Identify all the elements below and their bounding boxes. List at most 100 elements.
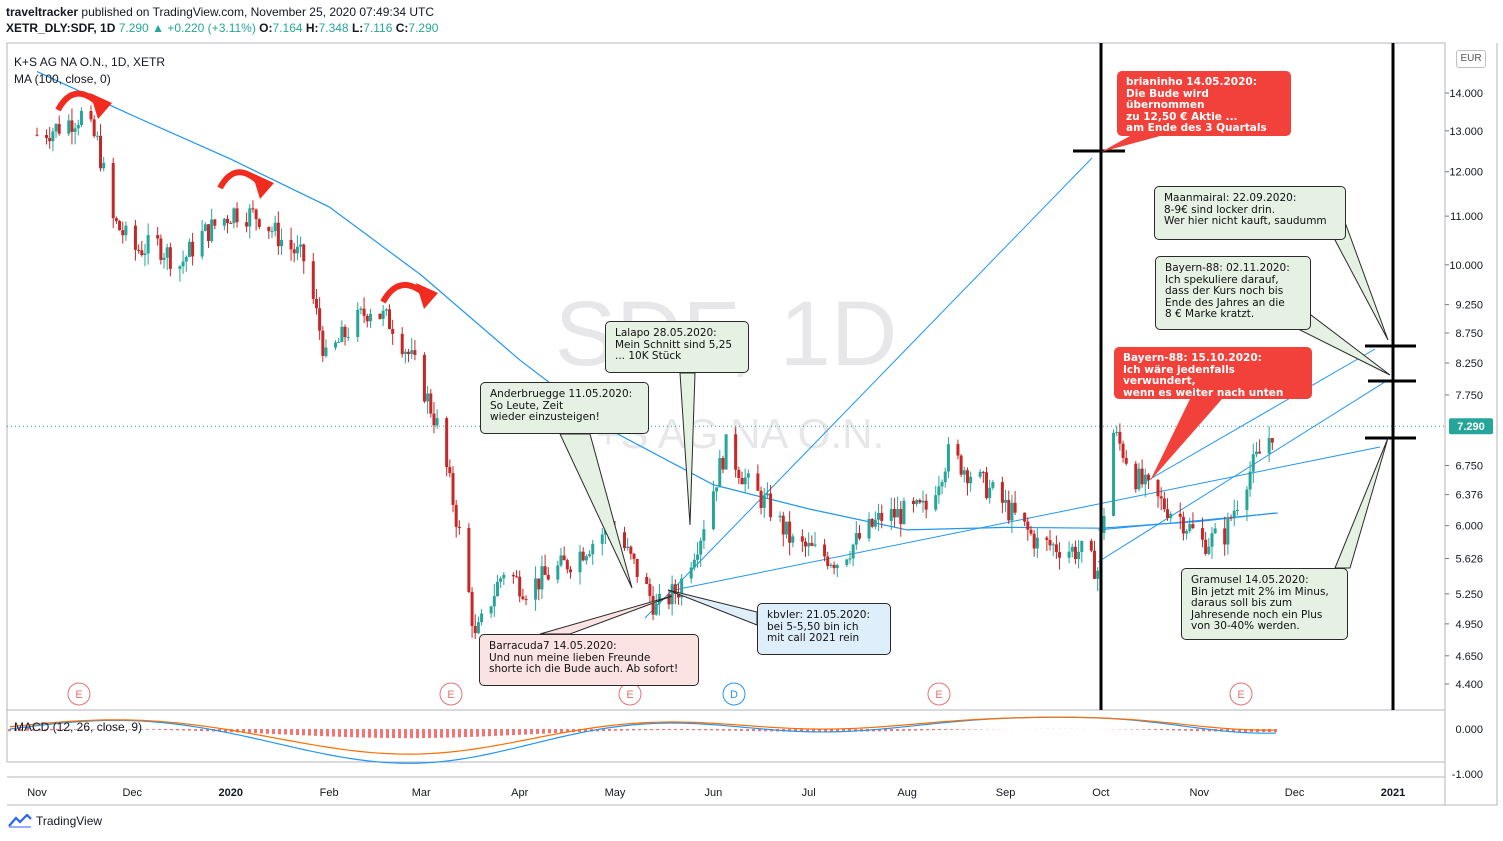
candle-body [457,526,461,529]
candle-body [146,235,150,254]
candle-body [1162,498,1166,510]
candle-body [657,594,661,604]
candle-body [600,534,604,544]
author-name[interactable]: traveltracker [6,5,79,19]
macd-histogram-bar [830,729,833,732]
macd-histogram-bar [374,729,377,738]
macd-histogram-bar [248,729,251,733]
macd-pane: 0.000 -1.000 [8,716,1483,781]
candles [35,105,1274,639]
event-label: E [75,689,82,701]
annotation-bayern88-oct[interactable]: Bayern-88: 15.10.2020: Ich wäre jedenfal… [1114,347,1312,410]
candle-body [1267,438,1271,454]
candle-body [1000,482,1004,503]
macd-histogram-bar [386,729,389,738]
callout-pointer [539,595,673,635]
annotation-gramusel[interactable]: Gramusel 14.05.2020: Bin jetzt mit 2% im… [1181,568,1348,640]
currency-badge[interactable]: EUR [1456,50,1486,68]
candle-body [95,135,99,137]
high-label: H: [305,21,319,35]
candle-body [337,341,341,343]
candle-body [1200,528,1204,540]
pane-border [6,42,1446,763]
macd-histogram-bar [698,729,701,731]
macd-histogram-bar [194,729,197,731]
candle-body [1210,533,1214,547]
macd-histogram-bar [464,729,467,738]
candle-body [1092,550,1096,579]
candle-body [1102,515,1106,533]
y-tick-label: 14.000 [1449,88,1483,100]
annotation-lalapo[interactable]: Lalapo 28.05.2020: Mein Schnitt sind 5,2… [605,321,749,373]
macd-histogram-bar [1148,729,1151,730]
candle-body [546,574,550,580]
candle-body [740,478,744,485]
candle-body [1235,510,1239,512]
candle-body [1191,524,1195,529]
candle-body [356,309,360,337]
macd-histogram-bar [746,729,749,731]
candle-body [692,559,696,568]
macd-title[interactable]: MACD (12, 26, close, 9) [14,720,143,734]
candle-body [724,434,728,470]
candle-body [591,543,595,555]
candle-body [1029,529,1033,534]
candle-body [946,444,950,472]
up-arrow-icon: ▲ [152,21,164,35]
annotation-barracuda[interactable]: Barracuda7 14.05.2020: Und nun meine lie… [479,634,699,686]
annotation-maanmairal[interactable]: Maanmairal: 22.09.2020: 8-9€ sind locker… [1154,186,1346,240]
candle-body [769,493,773,518]
macd-histogram-bar [518,729,521,735]
macd-histogram-bar [848,729,851,732]
candle-body [35,134,39,136]
annotation-anderbruegge[interactable]: Anderbruegge 11.05.2020: So Leute, Zeit … [480,382,649,434]
candle-body [880,512,884,521]
candle-body [515,576,519,578]
ma-title[interactable]: MA (100, close, 0) [14,72,111,86]
annotation-kbvler[interactable]: kbvler: 21.05.2020: bei 5-5,50 bin ich m… [757,603,891,655]
macd-histogram-bar [116,729,119,730]
candle-body [267,226,271,232]
macd-histogram-bar [8,729,11,732]
candle-body [191,241,195,257]
macd-histogram-bar [554,729,557,734]
candle-body [368,313,372,322]
macd-histogram-bar [332,729,335,737]
macd-histogram-bar [428,729,431,738]
macd-histogram-bar [908,729,911,731]
y-tick-label: 6.376 [1455,490,1483,502]
candle-body [622,532,626,549]
macd-histogram-bar [80,729,83,730]
macd-histogram-bar [1184,729,1187,731]
macd-histogram-bar [530,729,533,735]
candle-body [206,224,210,242]
macd-histogram-bar [38,729,41,731]
y-tick-label: 12.000 [1449,167,1483,179]
candle-body [318,308,322,331]
macd-histogram-bar [122,729,125,730]
annotation-brianinho[interactable]: brianinho 14.05.2020: Die Bude wird über… [1117,71,1291,136]
candle-body [235,208,239,223]
candle-body [1178,513,1182,517]
macd-histogram-bar [584,729,587,732]
candle-body [413,350,417,355]
macd-histogram-bar [818,729,821,732]
y-tick-label: 11.000 [1450,211,1483,223]
macd-histogram-bar [176,729,179,731]
candle-body [670,584,674,605]
candle-body [813,544,817,546]
macd-histogram-bar [182,729,185,731]
candle-body [489,606,493,614]
candle-body [651,595,655,615]
candle-body [245,222,249,227]
macd-histogram-bar [920,729,923,731]
series-title[interactable]: K+S AG NA O.N., 1D, XETR [14,55,166,69]
candle-body [781,515,785,535]
candle-body [829,564,833,567]
annotation-bayern88-nov[interactable]: Bayern-88: 02.11.2020: Ich spekuliere da… [1155,256,1311,330]
macd-histogram-bar [296,729,299,736]
candle-body [588,554,592,557]
candle-body [181,261,185,267]
footer-brand[interactable]: TradingView [8,814,102,828]
